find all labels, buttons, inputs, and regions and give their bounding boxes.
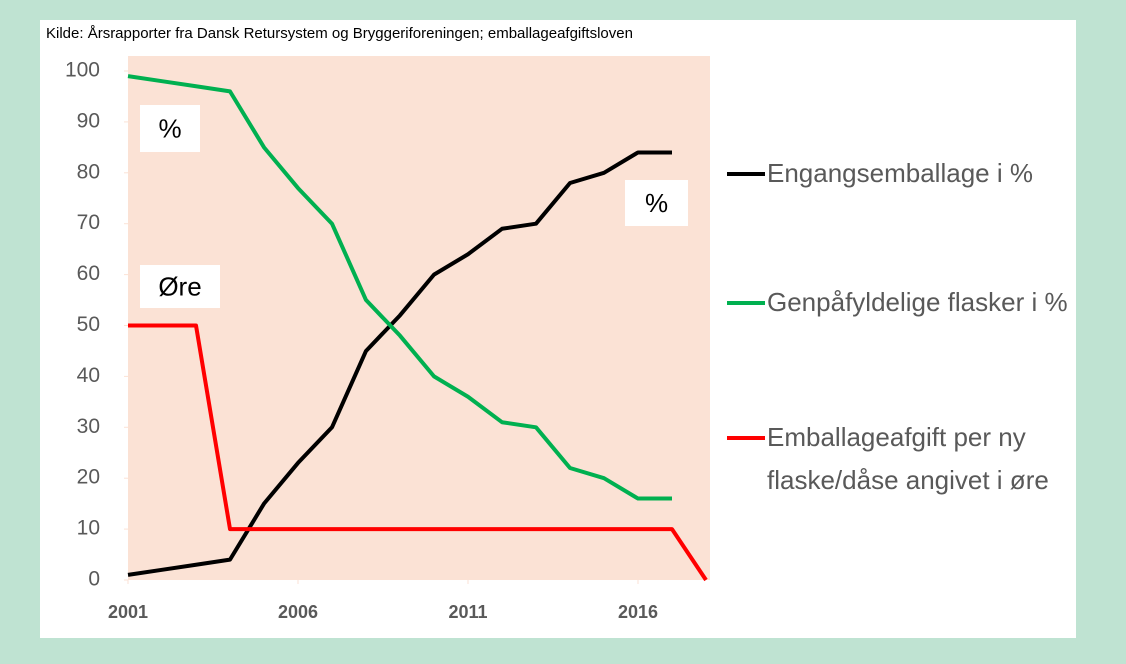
annotation-box [625, 180, 688, 226]
legend-label: Emballageafgift per ny flaske/dåse angiv… [767, 422, 1049, 495]
annotation: % [158, 113, 181, 143]
plot-area [128, 56, 710, 580]
x-tick-label: 2011 [448, 602, 487, 622]
legend-label: Genpåfyldelige flasker i % [767, 287, 1068, 317]
series-line [127, 150, 672, 577]
series-line [128, 323, 708, 582]
annotation-box [140, 105, 200, 152]
annotation: Øre [158, 271, 201, 301]
y-tick-label: 10 [77, 517, 100, 540]
source: Kilde: Årsrapporter fra Dansk Retursyste… [46, 25, 633, 42]
y-tick-label: 40 [77, 364, 100, 387]
y-tick-label: 90 [77, 109, 100, 132]
y-tick-label: 100 [65, 59, 100, 82]
annotation-box [140, 265, 220, 308]
legend-label: Engangsemballage i % [767, 158, 1033, 188]
y-tick-label: 70 [77, 211, 100, 234]
y-tick-label: 60 [77, 262, 100, 285]
y-tick-label: 20 [77, 466, 100, 489]
annotation: % [645, 188, 668, 218]
y-tick-label: 30 [77, 415, 100, 438]
y-tick-label: 80 [77, 160, 100, 183]
y-tick-label: 50 [77, 313, 100, 336]
x-tick-label: 2006 [278, 602, 318, 622]
x-tick-label: 2001 [108, 602, 148, 622]
y-tick-label: 0 [88, 568, 100, 591]
series-line [127, 74, 672, 501]
x-tick-label: 2016 [618, 602, 658, 622]
